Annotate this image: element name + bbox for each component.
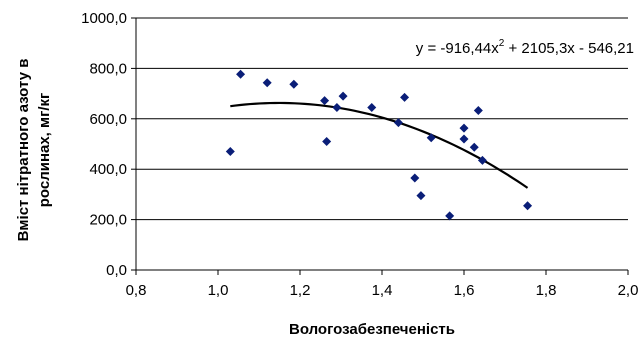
trendline-equation: y = -916,44x2 + 2105,3x - 546,21 [416, 38, 634, 57]
data-point-7 [332, 102, 342, 112]
data-point-18 [469, 142, 479, 152]
data-point-12 [410, 173, 420, 183]
data-point-9 [367, 102, 377, 112]
data-point-3 [262, 78, 272, 88]
x-tick-label: 1,2 [290, 282, 311, 299]
trendline-group [230, 101, 529, 189]
y-tick-label: 400,0 [89, 161, 127, 178]
x-tick-label: 1,4 [372, 282, 393, 299]
x-tick-label: 1,6 [454, 282, 475, 299]
y-axis-title-line2: рослинах, мг/кг [36, 93, 53, 208]
x-tick-label: 1,0 [208, 282, 229, 299]
trendline [230, 101, 529, 189]
data-point-11 [400, 92, 410, 102]
data-point-13 [416, 191, 426, 201]
data-point-5 [320, 96, 330, 106]
data-point-21 [523, 201, 533, 211]
data-point-20 [477, 155, 487, 165]
y-tick-label: 800,0 [89, 60, 127, 77]
data-point-8 [338, 91, 348, 101]
data-point-14 [426, 133, 436, 143]
x-axis-title: Вологозабезпеченість [289, 321, 455, 338]
data-point-6 [322, 136, 332, 146]
data-point-15 [445, 211, 455, 221]
data-point-2 [236, 69, 246, 79]
data-point-4 [289, 79, 299, 89]
data-point-19 [473, 105, 483, 115]
data-point-17 [459, 134, 469, 144]
y-tick-label: 200,0 [89, 212, 127, 229]
y-axis-title: Вміст нітратного азоту в рослинах, мг/кг [15, 59, 53, 242]
y-tick-label: 1000,0 [81, 10, 127, 27]
x-tick-label: 1,8 [536, 282, 557, 299]
y-tick-labels: 0,0 200,0 400,0 600,0 800,0 1000,0 [81, 10, 127, 279]
y-tick-label: 0,0 [106, 262, 127, 279]
gridlines [136, 17, 628, 221]
x-tick-label: 0,8 [126, 282, 147, 299]
data-point-10 [393, 118, 403, 128]
axes [131, 17, 629, 275]
x-tick-label: 2,0 [618, 282, 639, 299]
y-axis-title-line1: Вміст нітратного азоту в [15, 59, 32, 242]
data-point-16 [459, 123, 469, 133]
data-points [225, 69, 533, 221]
data-point-1 [225, 147, 235, 157]
y-tick-label: 600,0 [89, 111, 127, 128]
x-tick-labels: 0,8 1,0 1,2 1,4 1,6 1,8 2,0 [126, 282, 639, 299]
